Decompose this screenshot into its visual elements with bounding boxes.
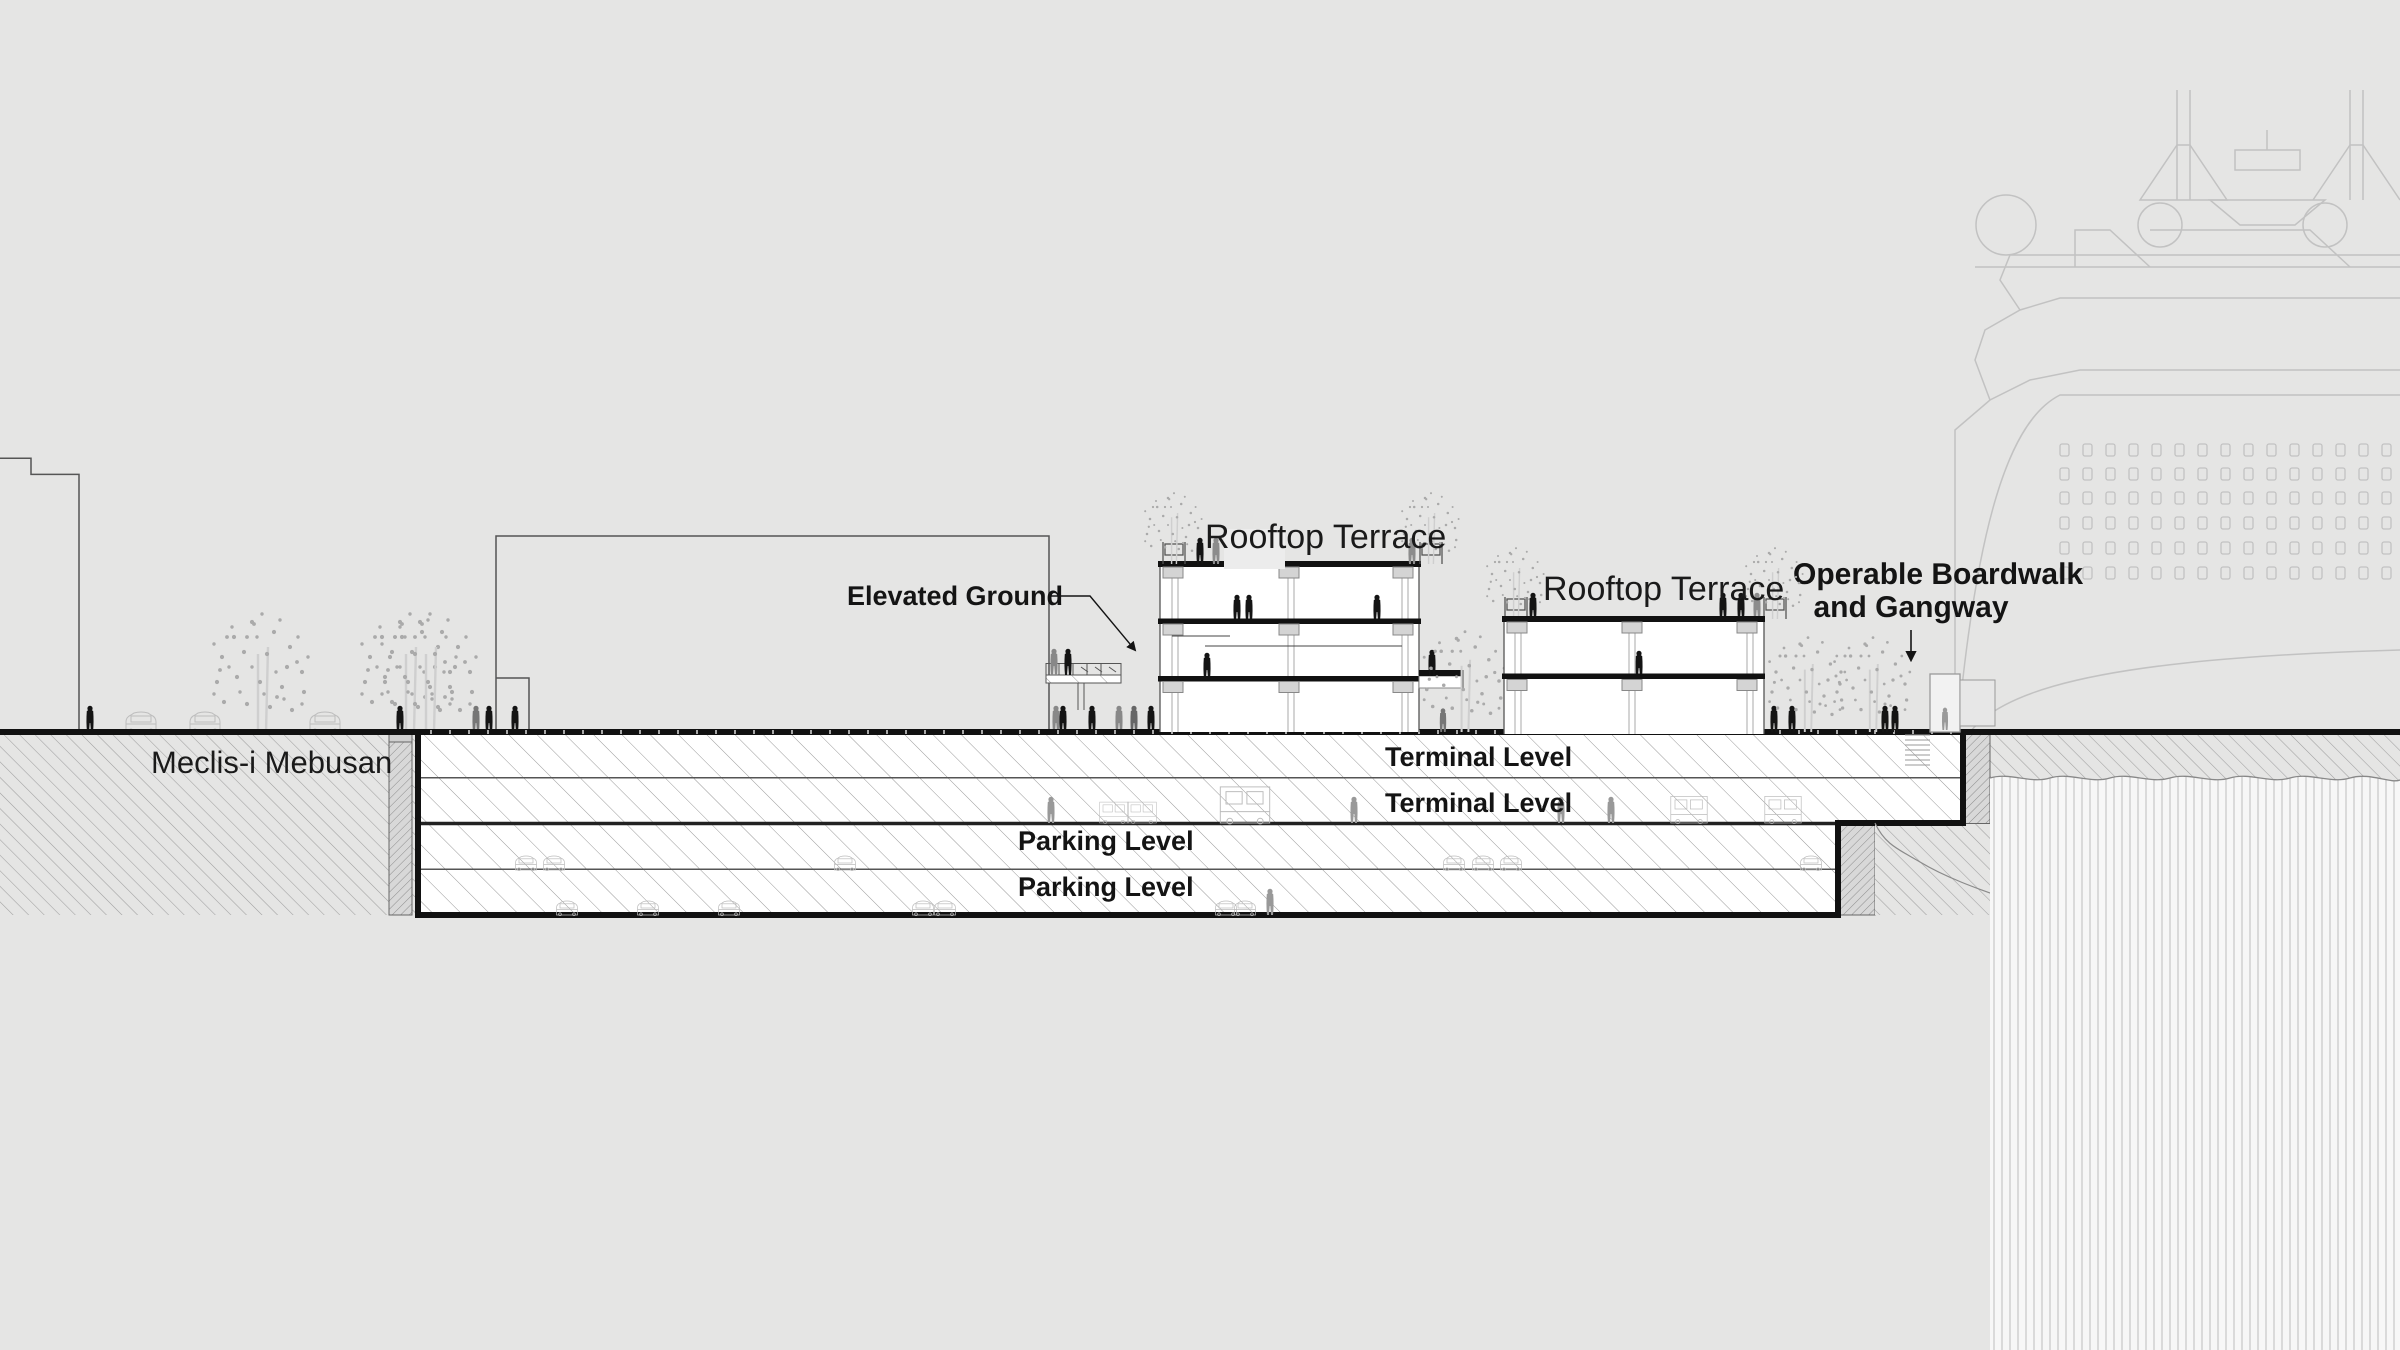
svg-text:Terminal Level: Terminal Level [1385,742,1572,772]
svg-text:and Gangway: and Gangway [1813,591,2008,624]
svg-text:Rooftop Terrace: Rooftop Terrace [1543,570,1784,608]
svg-text:Parking Level: Parking Level [1018,826,1194,856]
svg-text:Meclis-i Mebusan: Meclis-i Mebusan [151,745,392,780]
svg-text:Terminal Level: Terminal Level [1385,788,1572,818]
svg-text:Operable Boardwalk: Operable Boardwalk [1793,558,2083,591]
svg-text:Rooftop Terrace: Rooftop Terrace [1205,518,1446,556]
svg-text:Elevated Ground: Elevated Ground [847,581,1063,611]
svg-text:Parking Level: Parking Level [1018,872,1194,902]
